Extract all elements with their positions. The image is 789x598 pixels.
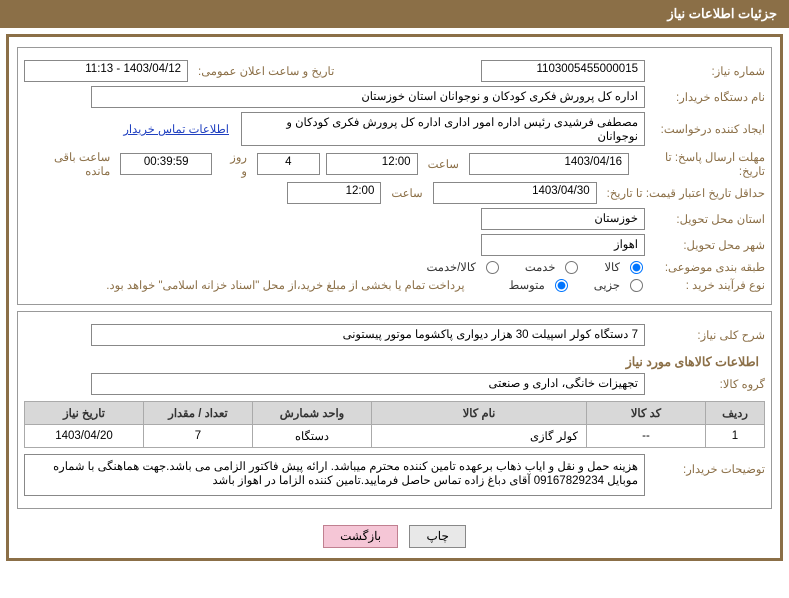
min-validity-date: 1403/04/30 [433, 182, 597, 204]
city-label: شهر محل تحویل: [651, 238, 765, 252]
row-reply-deadline: مهلت ارسال پاسخ: تا تاریخ: 1403/04/16 سا… [24, 150, 765, 178]
th-date: تاریخ نیاز [25, 402, 144, 425]
buyer-org-label: نام دستگاه خریدار: [651, 90, 765, 104]
reply-deadline-label: مهلت ارسال پاسخ: تا تاریخ: [635, 150, 765, 178]
buyer-org-value: اداره کل پرورش فکری کودکان و نوجوانان اس… [91, 86, 645, 108]
days-remaining: 4 [257, 153, 320, 175]
reply-deadline-time: 12:00 [326, 153, 418, 175]
province-value: خوزستان [481, 208, 645, 230]
table-header-row: ردیف کد کالا نام کالا واحد شمارش تعداد /… [25, 402, 765, 425]
cell-code: -- [587, 425, 706, 448]
announce-value: 1403/04/12 - 11:13 [24, 60, 188, 82]
radio-medium-label: متوسط [509, 278, 545, 292]
page-title: جزئیات اطلاعات نیاز [667, 6, 777, 21]
cell-date: 1403/04/20 [25, 425, 144, 448]
radio-service-label: خدمت [525, 260, 556, 274]
row-category: طبقه بندی موضوعی: کالا خدمت کالا/خدمت [24, 260, 765, 274]
requester-label: ایجاد کننده درخواست: [651, 122, 765, 136]
need-no-label: شماره نیاز: [651, 64, 765, 78]
radio-both-label: کالا/خدمت [427, 260, 476, 274]
cell-unit: دستگاه [253, 425, 372, 448]
row-desc: شرح کلی نیاز: 7 دستگاه کولر اسپیلت 30 هز… [24, 324, 765, 346]
row-goods-group: گروه کالا: تجهیزات خانگی، اداری و صنعتی [24, 373, 765, 395]
cell-name: کولر گازی [372, 425, 587, 448]
row-process: نوع فرآیند خرید : جزیی متوسط پرداخت تمام… [24, 278, 765, 292]
category-label: طبقه بندی موضوعی: [651, 260, 765, 274]
th-row: ردیف [706, 402, 765, 425]
row-requester: ایجاد کننده درخواست: مصطفی فرشیدی رئیس ا… [24, 112, 765, 146]
announce-label: تاریخ و ساعت اعلان عمومی: [194, 64, 338, 78]
radio-minor-label: جزیی [594, 278, 620, 292]
th-code: کد کالا [587, 402, 706, 425]
days-and-label: روز و [218, 150, 251, 178]
time-label-1: ساعت [424, 157, 463, 171]
row-need-number: شماره نیاز: 1103005455000015 تاریخ و ساع… [24, 60, 765, 82]
row-buyer-notes: توضیحات خریدار: هزینه حمل و نقل و ایاب ذ… [24, 454, 765, 496]
process-label: نوع فرآیند خرید : [651, 278, 765, 292]
th-unit: واحد شمارش [253, 402, 372, 425]
goods-group-label: گروه کالا: [651, 377, 765, 391]
remaining-label: ساعت باقی مانده [24, 150, 114, 178]
row-city: شهر محل تحویل: اهواز [24, 234, 765, 256]
need-no-value: 1103005455000015 [481, 60, 645, 82]
row-province: استان محل تحویل: خوزستان [24, 208, 765, 230]
radio-medium[interactable] [555, 279, 568, 292]
button-row: چاپ بازگشت [13, 515, 776, 554]
payment-note: پرداخت تمام یا بخشی از مبلغ خرید،از محل … [106, 278, 464, 292]
radio-minor[interactable] [630, 279, 643, 292]
info-section: شماره نیاز: 1103005455000015 تاریخ و ساع… [17, 47, 772, 305]
table-row: 1 -- کولر گازی دستگاه 7 1403/04/20 [25, 425, 765, 448]
th-qty: تعداد / مقدار [144, 402, 253, 425]
cell-idx: 1 [706, 425, 765, 448]
back-button[interactable]: بازگشت [323, 525, 398, 548]
city-value: اهواز [481, 234, 645, 256]
requester-value: مصطفی فرشیدی رئیس اداره امور اداری اداره… [241, 112, 645, 146]
min-validity-time: 12:00 [287, 182, 381, 204]
radio-both[interactable] [486, 261, 499, 274]
radio-goods[interactable] [630, 261, 643, 274]
page-container: جزئیات اطلاعات نیاز شماره نیاز: 11030054… [0, 0, 789, 561]
min-validity-label: حداقل تاریخ اعتبار قیمت: تا تاریخ: [603, 186, 765, 200]
buyer-notes-value: هزینه حمل و نقل و ایاب ذهاب برعهده تامین… [24, 454, 645, 496]
th-name: نام کالا [372, 402, 587, 425]
radio-goods-label: کالا [604, 260, 620, 274]
radio-service[interactable] [565, 261, 578, 274]
desc-value: 7 دستگاه کولر اسپیلت 30 هزار دیواری پاکش… [91, 324, 645, 346]
buyer-contact-link[interactable]: اطلاعات تماس خریدار [123, 122, 235, 136]
reply-deadline-date: 1403/04/16 [469, 153, 629, 175]
title-bar: جزئیات اطلاعات نیاز [0, 0, 789, 28]
desc-label: شرح کلی نیاز: [651, 328, 765, 342]
row-buyer-org: نام دستگاه خریدار: اداره کل پرورش فکری ک… [24, 86, 765, 108]
time-label-2: ساعت [387, 186, 426, 200]
main-frame: شماره نیاز: 1103005455000015 تاریخ و ساع… [6, 34, 783, 561]
goods-table: ردیف کد کالا نام کالا واحد شمارش تعداد /… [24, 401, 765, 448]
goods-section-title: اطلاعات کالاهای مورد نیاز [24, 354, 759, 369]
province-label: استان محل تحویل: [651, 212, 765, 226]
row-min-validity: حداقل تاریخ اعتبار قیمت: تا تاریخ: 1403/… [24, 182, 765, 204]
goods-section: شرح کلی نیاز: 7 دستگاه کولر اسپیلت 30 هز… [17, 311, 772, 509]
print-button[interactable]: چاپ [409, 525, 465, 548]
cell-qty: 7 [144, 425, 253, 448]
goods-group-value: تجهیزات خانگی، اداری و صنعتی [91, 373, 645, 395]
buyer-notes-label: توضیحات خریدار: [651, 454, 765, 476]
countdown-value: 00:39:59 [120, 153, 212, 175]
